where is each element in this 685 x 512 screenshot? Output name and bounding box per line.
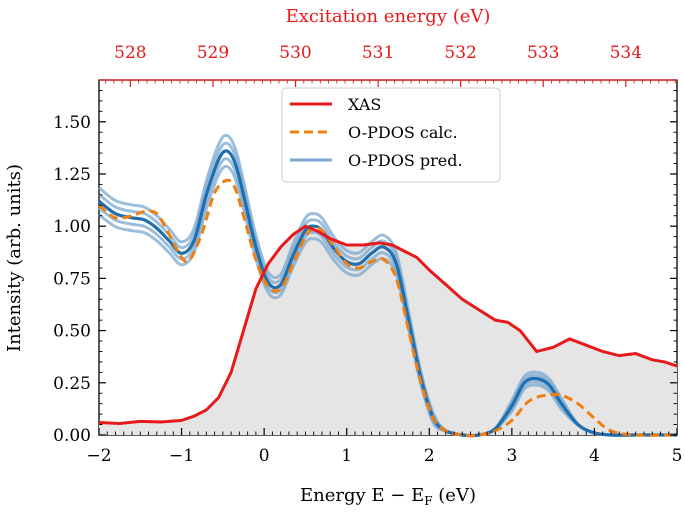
x-axis-title: Energy E − EF (eV): [300, 485, 476, 508]
y-tick-label: 1.25: [53, 165, 91, 185]
legend-label-xas: XAS: [348, 95, 381, 114]
y-tick-label: 0.50: [53, 322, 91, 342]
x-tick-label: −2: [86, 446, 111, 466]
top-tick-label: 529: [197, 43, 229, 63]
x-axis-title-unit: (eV): [433, 485, 476, 506]
x-tick-label: 0: [259, 446, 270, 466]
top-tick-label: 528: [114, 43, 146, 63]
x-axis-title-subscript: F: [424, 494, 432, 508]
series-layer: [98, 133, 678, 438]
x-tick-label: 5: [672, 446, 683, 466]
top-tick-label: 530: [279, 43, 311, 63]
legend-label-calc: O-PDOS calc.: [348, 123, 458, 142]
legend: XAS O-PDOS calc. O-PDOS pred.: [281, 87, 501, 183]
y-tick-label: 0.25: [53, 374, 91, 394]
y-tick-label: 0.00: [53, 426, 91, 446]
series-xas-line: [98, 224, 678, 426]
x-tick-label: 4: [589, 446, 600, 466]
x-tick-label: −1: [169, 446, 194, 466]
y-tick-label: 1.00: [53, 217, 91, 237]
x-tick-label: 3: [506, 446, 517, 466]
series-calc-line: [98, 178, 678, 438]
legend-box: [281, 87, 501, 183]
x-axis-title-main: Energy E − E: [300, 485, 424, 506]
series-pred-band-3: [98, 133, 677, 438]
series-pred-core: [98, 149, 677, 438]
series-pred-band-2: [98, 141, 677, 438]
series-pred-band-1: [98, 157, 677, 438]
x-tick-label: 1: [341, 446, 352, 466]
y-tick-label: 0.75: [53, 269, 91, 289]
axis-layer: −2 −1 0 1 2 3 4 5 0.00 0.25 0.50 0.75 1.00 1.25 1.50 52…: [53, 43, 682, 466]
top-tick-label: 531: [362, 43, 394, 63]
top-axis-title: Excitation energy (eV): [286, 6, 491, 27]
top-tick-label: 534: [610, 43, 642, 63]
x-tick-label: 2: [424, 446, 435, 466]
top-tick-label: 532: [444, 43, 476, 63]
legend-label-pred: O-PDOS pred.: [348, 151, 463, 170]
y-tick-label: 1.50: [53, 113, 91, 133]
y-axis-title: Intensity (arb. units): [4, 164, 25, 352]
top-tick-label: 533: [527, 43, 559, 63]
